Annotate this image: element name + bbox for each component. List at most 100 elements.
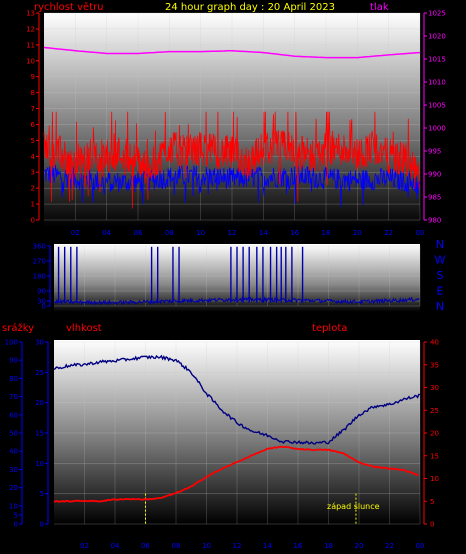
- bottom-x-tick-label: 18: [324, 542, 333, 550]
- top-x-tick-label: 06: [134, 229, 143, 237]
- top-x-tick-label: 02: [71, 229, 80, 237]
- rain-tick-label: 70: [9, 393, 18, 401]
- rain-tick-label: 30: [9, 466, 18, 474]
- top-x-tick-label: 00: [416, 229, 425, 237]
- wind-lull-line: [43, 164, 421, 208]
- temperature-tick-label: 15: [430, 452, 439, 460]
- top-right-label: tlak: [370, 2, 389, 13]
- top-left-tick-label: 3: [31, 169, 35, 177]
- rain-tick-label: 100: [5, 339, 18, 347]
- top-right-tick-label: 1000: [428, 125, 446, 133]
- humidity-line: [53, 354, 421, 445]
- rain-tick-label: 60: [9, 411, 18, 419]
- bottom-x-tick-label: 16: [294, 542, 303, 550]
- rain-tick-label: 90: [9, 357, 18, 365]
- wind-gust-line: [43, 111, 420, 209]
- top-left-tick-label: 12: [26, 25, 35, 33]
- bottom-x-tick-label: 06: [141, 542, 150, 550]
- bottom-x-tick-label: 00: [416, 542, 425, 550]
- top-left-tick-label: 2: [31, 185, 35, 193]
- bottom-x-tick-label: 20: [355, 542, 364, 550]
- temperature-tick-label: 5: [430, 498, 434, 506]
- top-right-tick-label: 995: [428, 148, 441, 156]
- top-right-tick-label: 980: [428, 217, 441, 225]
- temperature-tick-label: 25: [430, 407, 439, 415]
- top-left-tick-label: 1: [31, 201, 35, 209]
- bottom-x-tick-label: 08: [172, 542, 181, 550]
- top-right-tick-label: 990: [428, 171, 441, 179]
- humidity-label: vlhkost: [66, 323, 102, 334]
- top-right-tick-label: 1010: [428, 79, 446, 87]
- temperature-tick-label: 40: [430, 339, 439, 347]
- top-x-tick-label: 16: [290, 229, 299, 237]
- top-x-tick-label: 20: [353, 229, 362, 237]
- temperature-tick-label: 0: [430, 521, 434, 529]
- bottom-x-tick-label: 04: [111, 542, 120, 550]
- mid-tick-label: 270: [33, 258, 46, 266]
- top-title: 24 hour graph day : 20 April 2023: [165, 2, 335, 13]
- sunset-annotation: západ slunce: [327, 502, 380, 511]
- top-x-tick-label: 10: [196, 229, 205, 237]
- top-right-tick-label: 1025: [428, 10, 446, 18]
- top-x-tick-label: 18: [322, 229, 331, 237]
- bottom-x-tick-label: 02: [80, 542, 89, 550]
- pressure-line: [43, 46, 421, 59]
- top-x-tick-label: 08: [165, 229, 174, 237]
- humidity-tick-label: 20: [35, 399, 44, 407]
- bottom-x-tick-label: 22: [385, 542, 394, 550]
- mid-tick-label: 360: [33, 243, 46, 251]
- top-left-tick-label: 11: [26, 41, 35, 49]
- top-left-tick-label: 7: [31, 105, 35, 113]
- mid-tick-label: 30: [37, 298, 46, 306]
- top-left-tick-label: 13: [26, 10, 35, 18]
- rain-tick-label: 10: [9, 502, 18, 510]
- bottom-x-tick-label: 12: [233, 542, 242, 550]
- top-right-tick-label: 985: [428, 194, 441, 202]
- humidity-tick-label: 15: [35, 430, 44, 438]
- top-left-label: rychlost větru: [34, 1, 104, 13]
- top-left-tick-label: 9: [31, 73, 35, 81]
- temperature-line: [53, 445, 419, 503]
- rain-tick-label: 5: [14, 511, 18, 519]
- rain-tick-label: 50: [9, 430, 18, 438]
- top-left-tick-label: 0: [31, 217, 35, 225]
- humidity-tick-label: 10: [35, 460, 44, 468]
- compass-label-s: S: [437, 269, 444, 282]
- temperature-tick-label: 10: [430, 475, 439, 483]
- compass-label-e: E: [437, 285, 444, 298]
- rain-tick-label: 40: [9, 448, 18, 456]
- compass-label-n: N: [436, 300, 444, 313]
- temperature-tick-label: 35: [430, 361, 439, 369]
- compass-label-n: N: [436, 238, 444, 251]
- top-left-tick-label: 5: [31, 137, 35, 145]
- temperature-tick-label: 20: [430, 430, 439, 438]
- humidity-tick-label: 30: [35, 339, 44, 347]
- temperature-label: teplota: [312, 323, 347, 334]
- top-x-tick-label: 22: [384, 229, 393, 237]
- top-x-tick-label: 14: [259, 229, 268, 237]
- rain-label: srážky: [2, 322, 34, 334]
- top-left-tick-label: 6: [31, 121, 36, 129]
- mid-tick-label: 0: [42, 303, 46, 311]
- top-left-tick-label: 10: [26, 57, 35, 65]
- rain-tick-label: 0: [14, 521, 18, 529]
- bottom-x-tick-label: 10: [202, 542, 211, 550]
- top-left-tick-label: 4: [31, 153, 36, 161]
- humidity-tick-label: 5: [40, 490, 44, 498]
- compass-label-w: W: [435, 254, 446, 267]
- top-right-tick-label: 1020: [428, 33, 446, 41]
- top-right-tick-label: 1005: [428, 102, 446, 110]
- humidity-tick-label: 0: [40, 521, 44, 529]
- rain-tick-label: 20: [9, 484, 18, 492]
- bottom-x-tick-label: 14: [263, 542, 272, 550]
- rain-tick-label: 80: [9, 375, 18, 383]
- humidity-tick-label: 25: [35, 369, 44, 377]
- mid-tick-label: 90: [37, 288, 46, 296]
- temperature-tick-label: 30: [430, 384, 439, 392]
- top-right-tick-label: 1015: [428, 56, 446, 64]
- top-left-tick-label: 8: [31, 89, 35, 97]
- mid-tick-label: 180: [33, 273, 46, 281]
- top-x-tick-label: 12: [228, 229, 237, 237]
